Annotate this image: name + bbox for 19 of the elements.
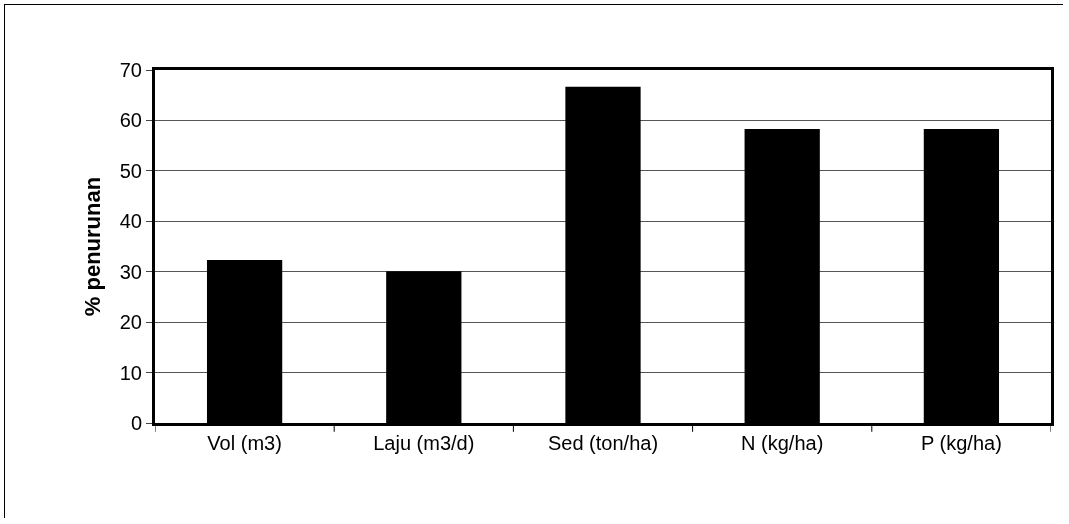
bar [206, 260, 283, 423]
y-tick-label: 0 [130, 412, 142, 434]
y-tick-label: 20 [119, 311, 142, 334]
y-tick-label: 10 [119, 361, 142, 384]
bar [386, 271, 462, 423]
y-tick-label: 60 [119, 109, 142, 132]
x-tick-label: P (kg/ha) [921, 432, 1002, 454]
x-tick-label: N (kg/ha) [741, 432, 824, 454]
y-tick-label: 40 [119, 210, 142, 233]
x-tick-label: Sed (ton/ha) [547, 432, 659, 454]
bar [565, 86, 641, 423]
x-tick-label: Laju (m3/d) [373, 432, 475, 454]
y-tick-label: 50 [119, 159, 142, 182]
bar [744, 129, 820, 423]
y-tick-label: 30 [119, 260, 142, 283]
bar [923, 129, 1000, 423]
x-tick-label: Vol (m3) [207, 432, 282, 454]
y-tick-label: 70 [119, 59, 142, 81]
y-axis-title: % penurunan [79, 176, 105, 317]
